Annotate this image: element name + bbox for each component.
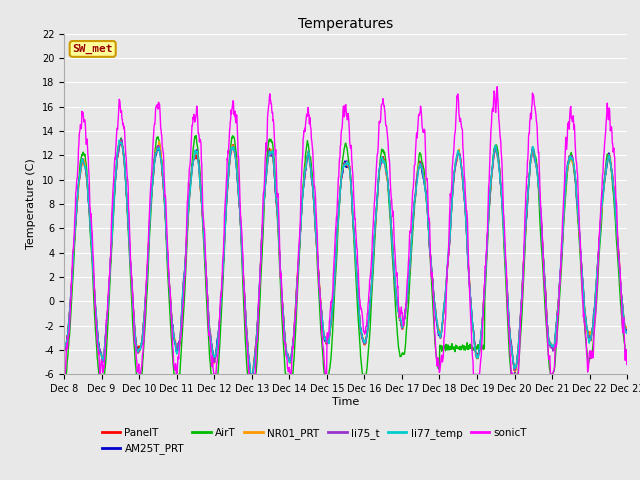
Title: Temperatures: Temperatures (298, 17, 393, 31)
Legend: PanelT, AM25T_PRT, AirT, NR01_PRT, li75_t, li77_temp, sonicT: PanelT, AM25T_PRT, AirT, NR01_PRT, li75_… (97, 424, 531, 458)
X-axis label: Time: Time (332, 397, 359, 407)
Y-axis label: Temperature (C): Temperature (C) (26, 158, 36, 250)
Text: SW_met: SW_met (72, 44, 113, 54)
